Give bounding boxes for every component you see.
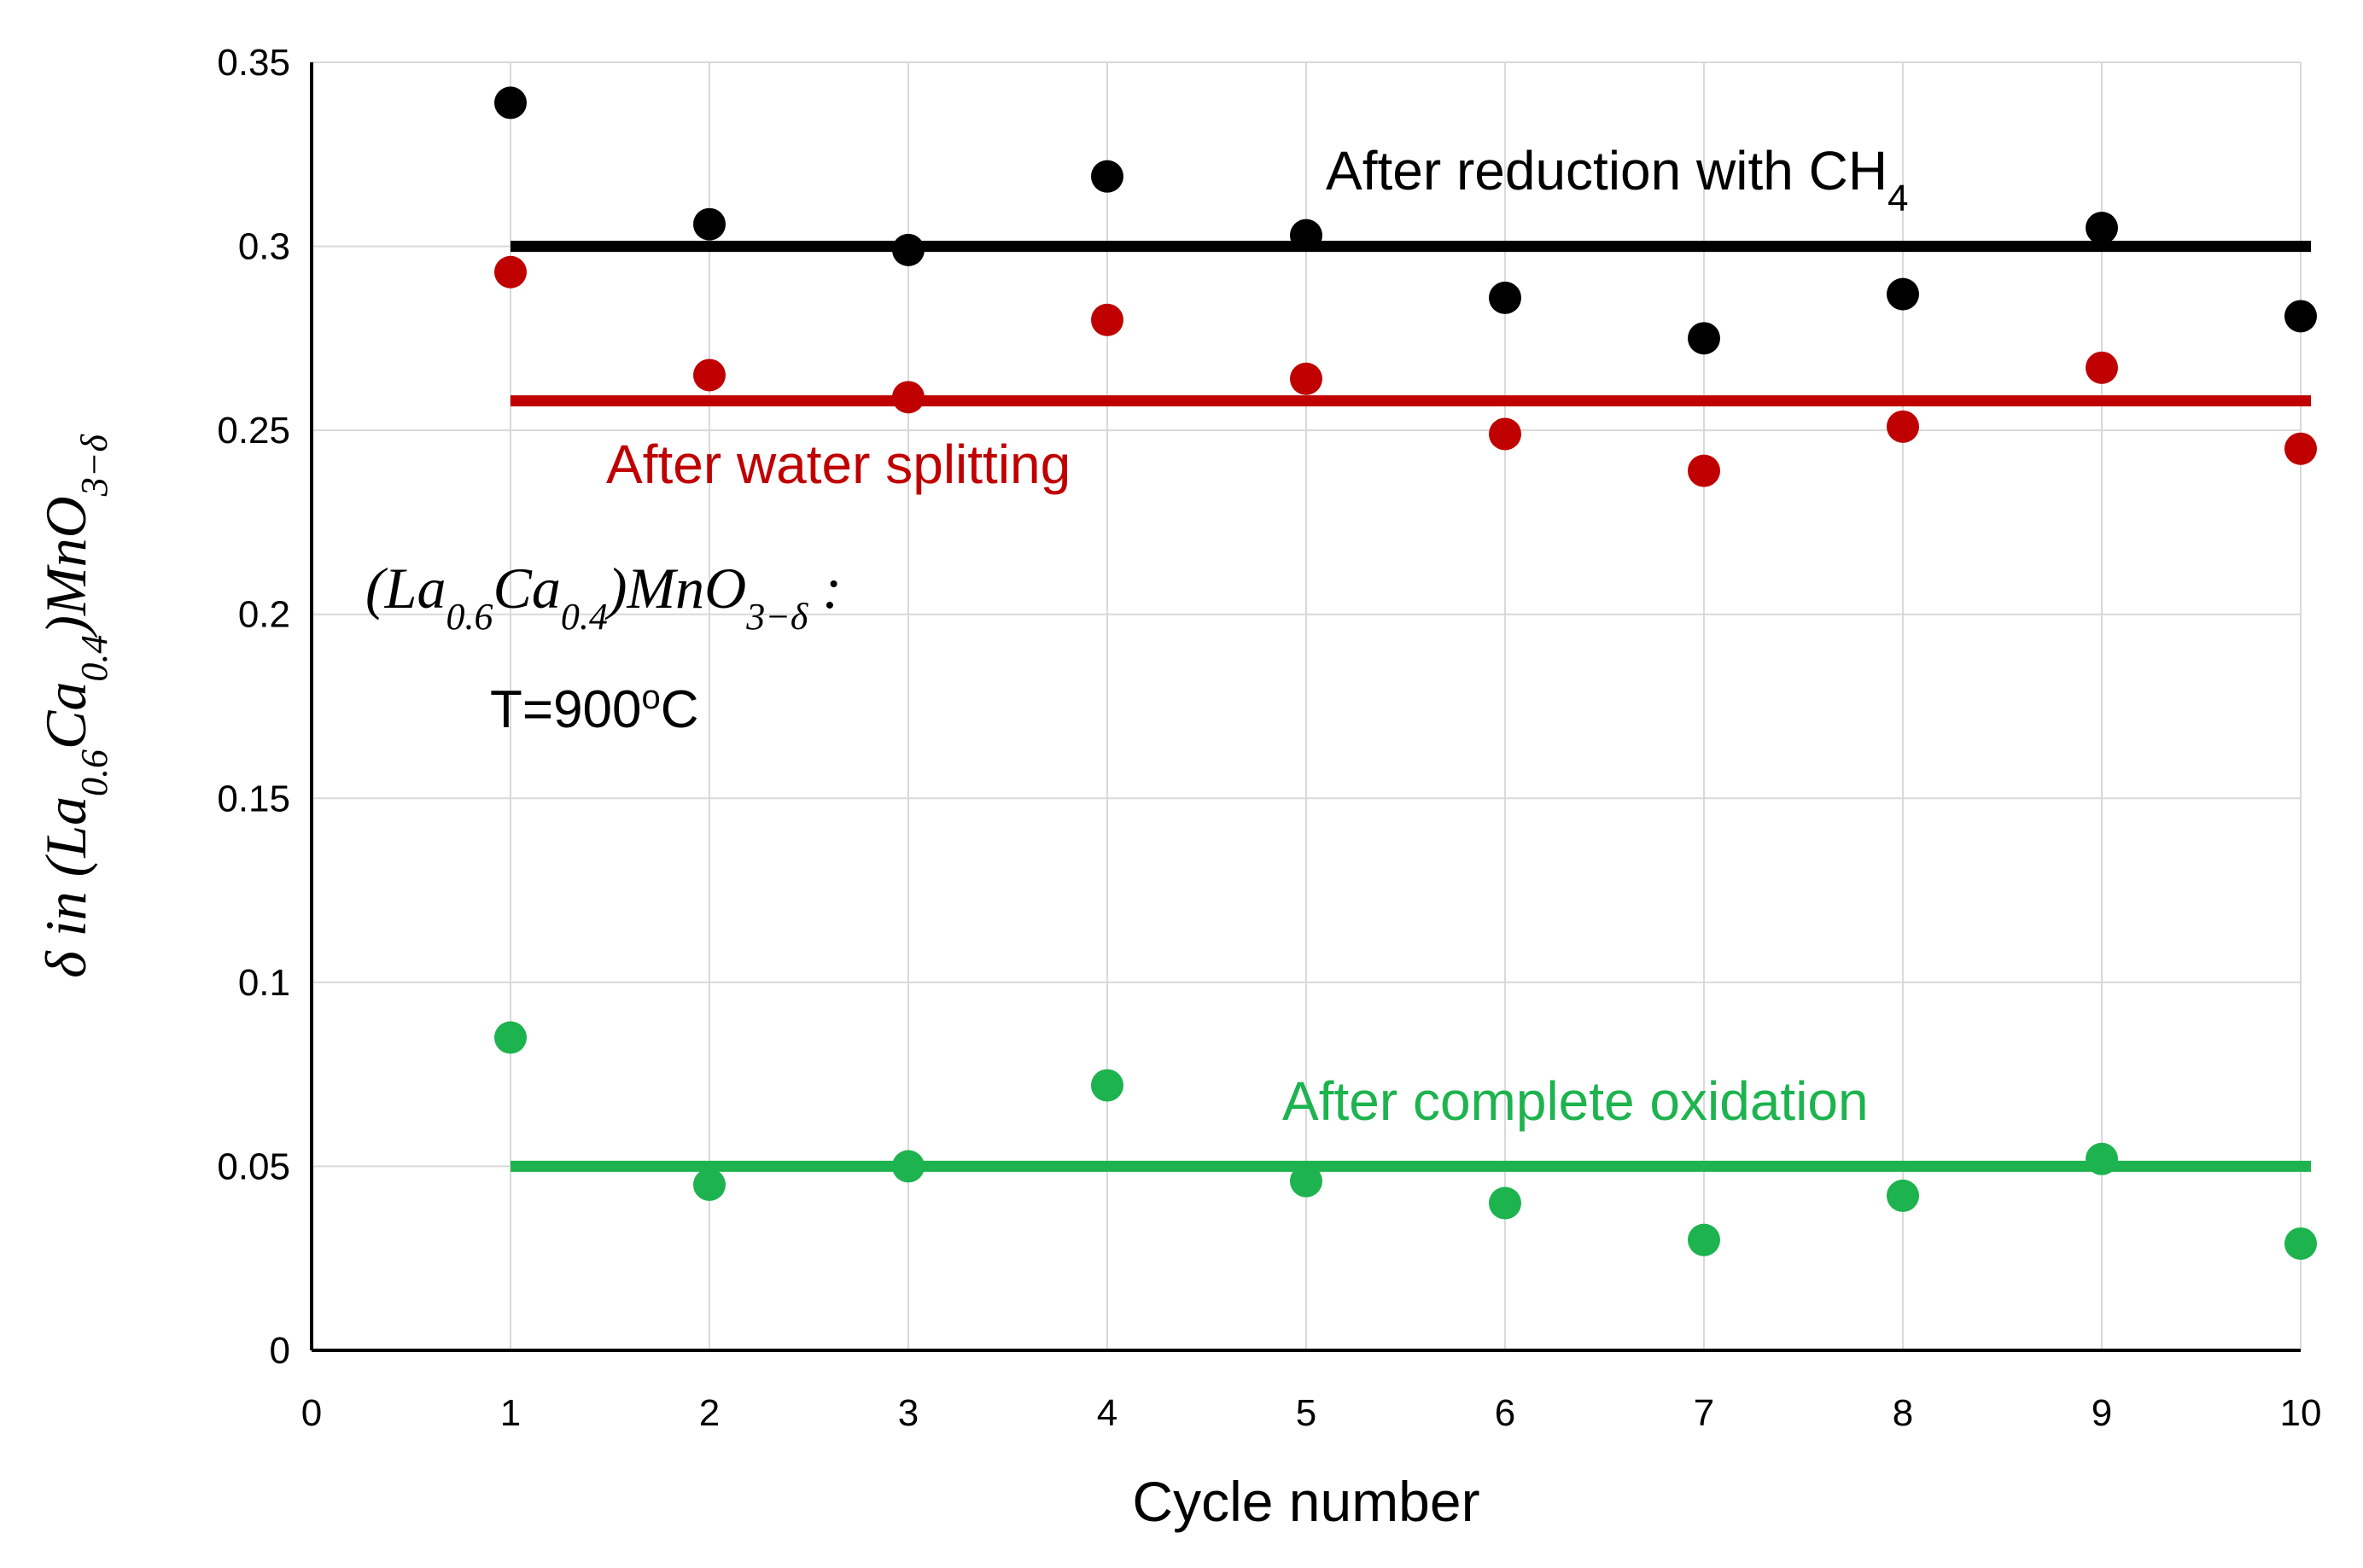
- after-complete-oxidation-point: [494, 1021, 527, 1054]
- formula-sub-1: 0.6: [446, 596, 493, 638]
- formula-part-3: )MnO: [604, 556, 746, 621]
- y-tick-label: 0.2: [238, 594, 290, 636]
- x-tick-labels: 0 1 2 3 4 5 6 7 8 9 10: [301, 1392, 2322, 1434]
- after-reduction-with-ch4-point: [2284, 300, 2317, 333]
- after-water-splitting-point: [1091, 303, 1123, 336]
- after-complete-oxidation-point: [1091, 1069, 1123, 1102]
- y-tick-label: 0: [270, 1330, 290, 1372]
- data-points: [494, 86, 2317, 1260]
- oxidation-annotation: After complete oxidation: [1282, 1070, 1869, 1132]
- after-water-splitting-point: [1887, 410, 1919, 443]
- formula-part-1: (La: [365, 556, 446, 621]
- formula-part-2: Ca: [493, 556, 560, 621]
- formula-sub-2: 0.4: [561, 596, 608, 638]
- formula-annotation: (La0.6Ca0.4)MnO3−δ :: [365, 556, 842, 638]
- after-water-splitting-point: [1688, 454, 1720, 487]
- y-tick-label: 0.25: [217, 410, 290, 452]
- after-reduction-with-ch4-point: [1290, 219, 1322, 252]
- formula-part-4: :: [808, 556, 842, 621]
- y-axis-title: δ in (La0.6Ca0.4)MnO3−δ: [33, 434, 115, 978]
- after-reduction-with-ch4-point: [1489, 281, 1521, 314]
- x-tick-label: 9: [2092, 1392, 2112, 1434]
- x-tick-label: 3: [898, 1392, 919, 1434]
- y-tick-label: 0.3: [238, 226, 290, 268]
- y-tick-labels: 0 0.05 0.1 0.15 0.2 0.25 0.3 0.35: [217, 42, 290, 1372]
- y-title-mid2: )MnO: [33, 496, 98, 638]
- x-tick-label: 2: [699, 1392, 720, 1434]
- after-water-splitting-point: [1489, 417, 1521, 451]
- after-water-splitting-point: [2086, 351, 2118, 384]
- after-water-splitting-point: [693, 358, 726, 392]
- x-tick-label: 1: [500, 1392, 521, 1434]
- y-tick-label: 0.05: [217, 1145, 290, 1187]
- x-tick-label: 0: [301, 1392, 322, 1434]
- y-tick-label: 0.1: [238, 962, 290, 1004]
- y-title-sub2: 0.4: [73, 635, 115, 682]
- y-tick-label: 0.15: [217, 778, 290, 819]
- after-water-splitting-point: [2284, 432, 2317, 465]
- after-reduction-with-ch4-point: [892, 233, 925, 266]
- x-tick-label: 10: [2280, 1392, 2322, 1434]
- after-reduction-with-ch4-point: [2086, 212, 2118, 245]
- after-complete-oxidation-point: [892, 1150, 925, 1183]
- y-title-mid1: Ca: [33, 682, 98, 749]
- after-reduction-with-ch4-point: [494, 86, 527, 119]
- x-tick-label: 5: [1296, 1392, 1316, 1434]
- y-title-sub1: 0.6: [73, 749, 115, 796]
- temperature-degree: o: [642, 679, 661, 716]
- x-tick-label: 8: [1893, 1392, 1913, 1434]
- after-complete-oxidation-point: [2284, 1227, 2317, 1260]
- temperature-unit: C: [661, 680, 699, 739]
- x-tick-label: 7: [1694, 1392, 1714, 1434]
- y-title-sub3: 3−δ: [73, 434, 115, 498]
- reduction-annotation: After reduction with CH4: [1326, 140, 1909, 219]
- after-complete-oxidation-point: [1290, 1164, 1322, 1198]
- after-complete-oxidation-point: [1489, 1186, 1521, 1220]
- x-tick-label: 6: [1495, 1392, 1515, 1434]
- after-water-splitting-point: [1290, 362, 1322, 395]
- y-title-prefix: δ in (La: [33, 796, 98, 978]
- y-tick-label: 0.35: [217, 42, 290, 84]
- after-water-splitting-point: [892, 381, 925, 414]
- after-reduction-with-ch4-point: [1887, 277, 1919, 311]
- after-water-splitting-point: [494, 255, 527, 289]
- temperature-value: T=900: [490, 680, 642, 739]
- axes: [310, 62, 2301, 1352]
- after-complete-oxidation-point: [693, 1168, 726, 1201]
- formula-sub-3: 3−δ: [745, 596, 809, 638]
- after-reduction-with-ch4-point: [1091, 160, 1123, 193]
- reduction-annotation-sub: 4: [1887, 178, 1908, 219]
- x-tick-label: 4: [1097, 1392, 1117, 1434]
- after-complete-oxidation-point: [1887, 1179, 1919, 1212]
- after-reduction-with-ch4-point: [693, 207, 726, 241]
- temperature-annotation: T=900oC: [490, 679, 699, 739]
- water-splitting-annotation: After water splitting: [606, 434, 1071, 495]
- reduction-annotation-text: After reduction with CH: [1326, 140, 1887, 201]
- x-axis-title: Cycle number: [1132, 1470, 1479, 1533]
- mean-lines: [511, 241, 2311, 1172]
- after-complete-oxidation-point: [1688, 1223, 1720, 1256]
- after-complete-oxidation-point: [2086, 1142, 2118, 1175]
- after-reduction-with-ch4-point: [1688, 322, 1720, 355]
